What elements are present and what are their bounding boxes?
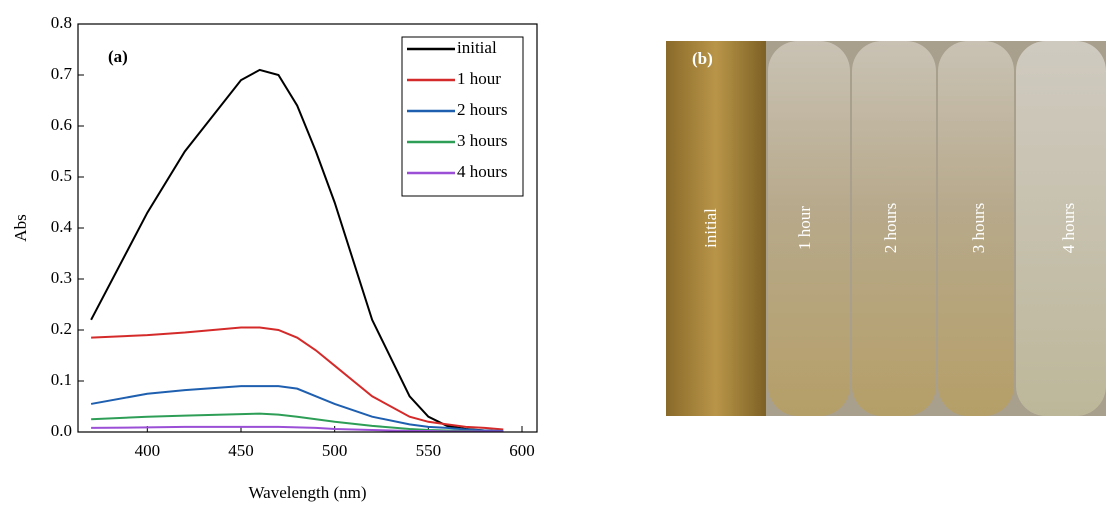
y-tick-label: 0.5 [51, 166, 72, 185]
tube [1016, 41, 1106, 416]
x-tick-label: 400 [135, 441, 161, 460]
series-line [90, 385, 504, 432]
y-tick-label: 0.2 [51, 319, 72, 338]
plot-frame [77, 23, 538, 433]
tube [666, 41, 766, 416]
y-axis-label: Abs [11, 214, 30, 241]
tube-label: 2 hours [881, 203, 900, 254]
series-line [90, 68, 504, 433]
x-tick-label: 500 [322, 441, 348, 460]
legend-label: 3 hours [457, 131, 508, 150]
y-tick-label: 0.4 [51, 217, 73, 236]
x-axis-label: Wavelength (nm) [248, 483, 366, 502]
x-tick-label: 450 [228, 441, 254, 460]
panel-label: (b) [692, 49, 713, 68]
annotation: (a) [108, 47, 128, 66]
x-tick-label: 550 [416, 441, 442, 460]
series-line [91, 326, 504, 431]
legend-label: 4 hours [457, 162, 508, 181]
y-tick-label: 0.8 [51, 13, 72, 32]
tube [852, 41, 936, 416]
legend-box [401, 36, 524, 197]
tube-label: 3 hours [969, 203, 988, 254]
tube [938, 41, 1014, 416]
y-tick-label: 0.1 [51, 370, 72, 389]
tube-labels: initial 1 hour 2 hours 3 hours 4 hours [701, 203, 1078, 254]
y-tick-label: 0.3 [51, 268, 72, 287]
photo: (b) [666, 41, 1106, 416]
y-tick-label: 0.7 [51, 64, 73, 83]
tube-label: initial [701, 208, 720, 248]
y-tick-label: 0.0 [51, 421, 72, 440]
legend-label: 1 hour [457, 69, 501, 88]
chart: 0.0 0.1 0.2 0.3 0.4 0.5 0.6 0.7 0.8 400 450 500 550 6… [11, 13, 538, 502]
tube-label: 1 hour [795, 206, 814, 250]
x-tick-label: 600 [509, 441, 535, 460]
legend-label: initial [457, 38, 497, 57]
legend-label: 2 hours [457, 100, 508, 119]
y-tick-label: 0.6 [51, 115, 72, 134]
tube-label: 4 hours [1059, 203, 1078, 254]
tube [768, 41, 850, 416]
